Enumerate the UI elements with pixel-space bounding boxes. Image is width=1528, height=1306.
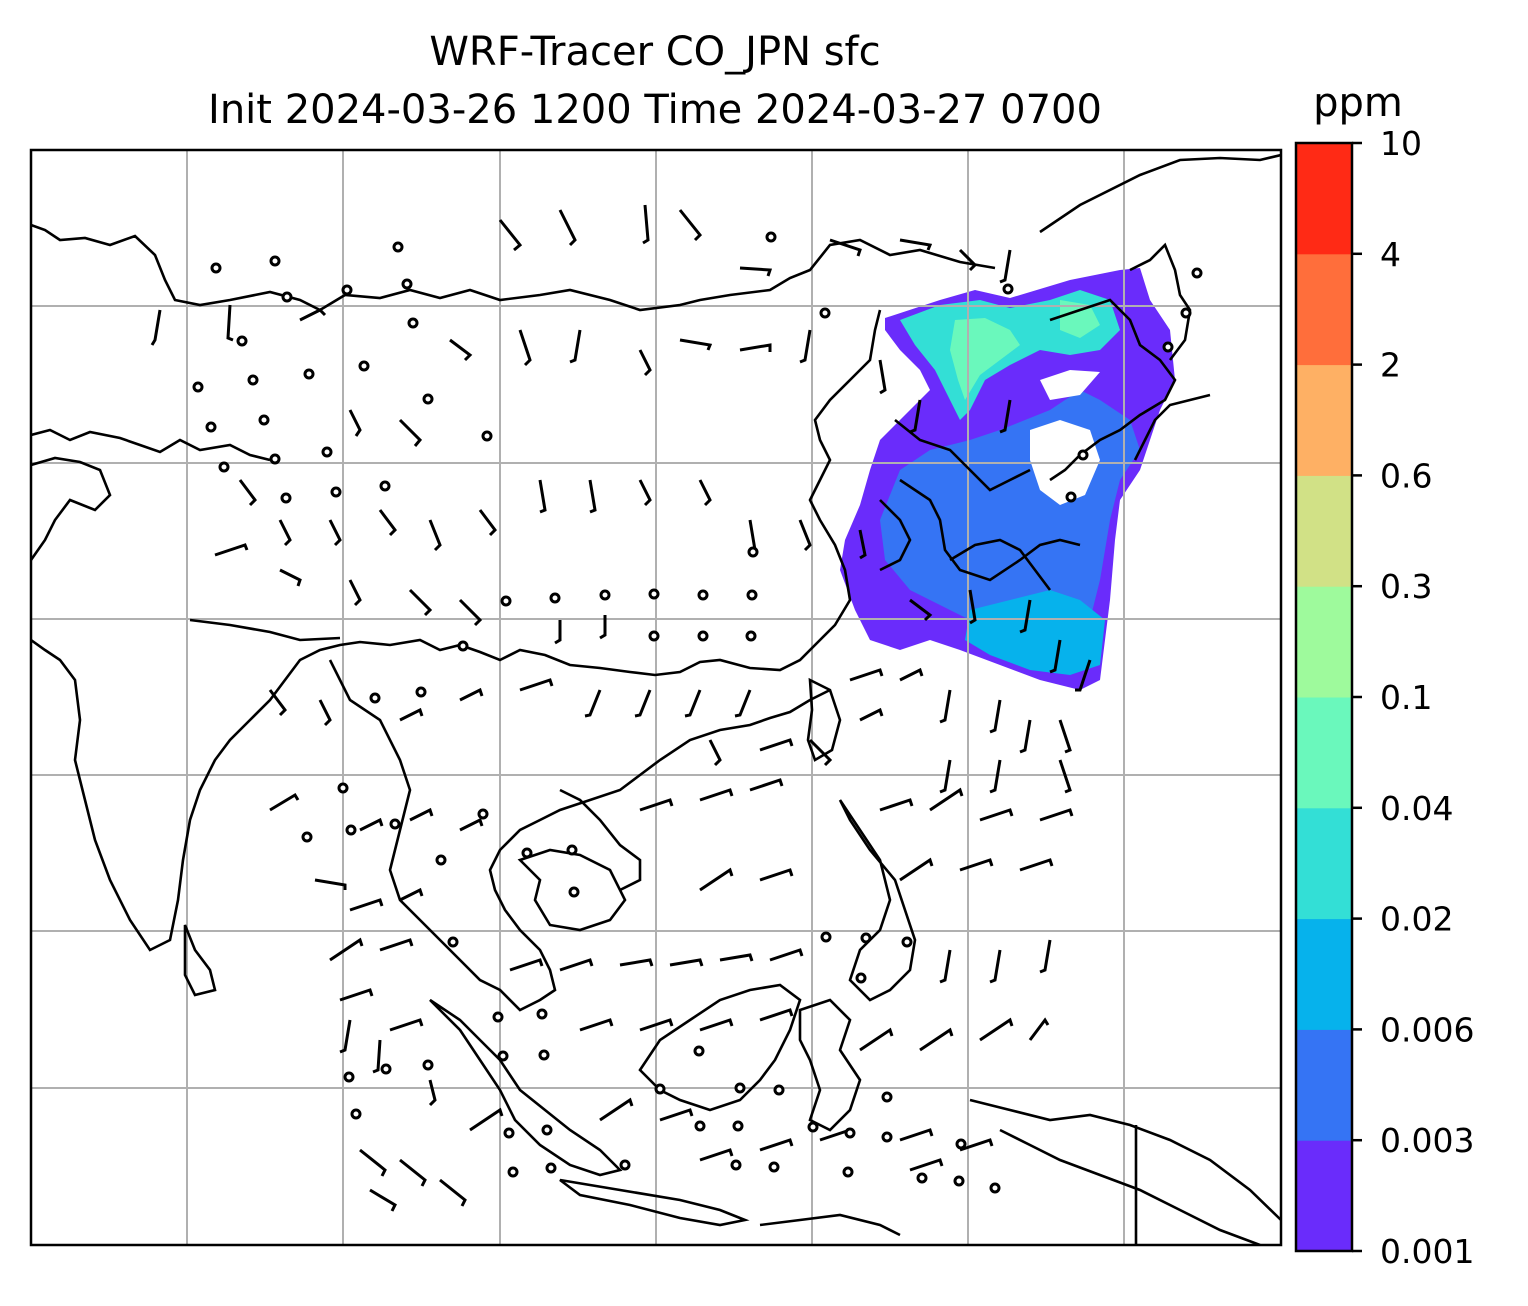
colorbar-tick-label: 0.6 (1380, 456, 1432, 495)
colorbar-bin (1296, 586, 1352, 698)
colorbar-bin (1296, 253, 1352, 366)
colorbar-unit: ppm (1313, 80, 1403, 126)
colorbar-tick-label: 0.001 (1380, 1232, 1474, 1271)
colorbar-tick-label: 4 (1380, 235, 1401, 274)
tracer-field (840, 268, 1175, 690)
map-title: WRF-Tracer CO_JPN sfc (429, 29, 881, 75)
colorbar-tick-label: 0.02 (1380, 900, 1453, 939)
colorbar-tick-label: 0.04 (1380, 789, 1453, 828)
colorbar: 0.001 0.003 0.006 0.02 0.04 0.1 0.3 0.6 2 4 10 (1294, 124, 1474, 1271)
colorbar-bin (1296, 143, 1352, 255)
colorbar-bin (1296, 807, 1352, 920)
tracer-region-peak2 (1060, 300, 1100, 338)
tracer-region-inner (965, 590, 1105, 675)
colorbar-tick-label: 0.1 (1380, 678, 1432, 717)
wind-barbs (150, 204, 1092, 1212)
map-frame (29, 148, 1283, 1247)
colorbar-bin (1296, 918, 1352, 1030)
colorbar-tick-label: 0.006 (1380, 1010, 1474, 1049)
colorbar-bin (1296, 1029, 1352, 1141)
map-subtitle: Init 2024-03-26 1200 Time 2024-03-27 070… (208, 87, 1102, 133)
colorbar-bin (1296, 475, 1352, 587)
colorbar-tick-label: 0.003 (1380, 1121, 1474, 1160)
colorbar-tick-label: 0.3 (1380, 567, 1432, 606)
colorbar-bin (1296, 697, 1352, 809)
map-area (31, 150, 1281, 1245)
colorbar-bin (1296, 364, 1352, 476)
calm-markers (192, 231, 1203, 1194)
colorbar-bin (1296, 1140, 1352, 1252)
colorbar-tick-label: 2 (1380, 346, 1401, 385)
colorbar-tick-label: 10 (1380, 124, 1422, 163)
